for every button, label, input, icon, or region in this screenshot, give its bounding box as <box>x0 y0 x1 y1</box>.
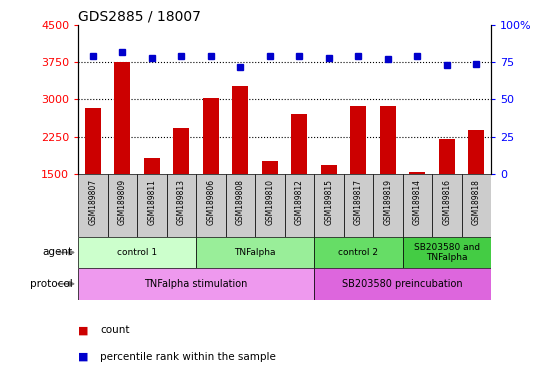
Text: ■: ■ <box>78 352 89 362</box>
Text: TNFalpha: TNFalpha <box>234 248 276 257</box>
Text: protocol: protocol <box>30 279 73 289</box>
Bar <box>144 158 160 174</box>
Bar <box>321 165 337 174</box>
Bar <box>291 114 307 174</box>
Bar <box>167 174 196 237</box>
Bar <box>173 128 190 174</box>
Bar <box>78 174 108 237</box>
Bar <box>461 174 491 237</box>
Bar <box>373 174 402 237</box>
Bar <box>314 237 402 268</box>
Text: percentile rank within the sample: percentile rank within the sample <box>100 352 276 362</box>
Bar <box>78 268 314 300</box>
Bar <box>85 108 101 174</box>
Bar <box>468 130 484 174</box>
Text: control 2: control 2 <box>338 248 378 257</box>
Bar <box>232 86 248 174</box>
Text: GSM189819: GSM189819 <box>383 179 392 225</box>
Bar <box>350 106 367 174</box>
Bar <box>114 62 131 174</box>
Bar <box>262 161 278 174</box>
Bar <box>432 174 461 237</box>
Text: GSM189809: GSM189809 <box>118 179 127 225</box>
Text: GSM189818: GSM189818 <box>472 179 481 225</box>
Text: SB203580 preincubation: SB203580 preincubation <box>342 279 463 289</box>
Text: GDS2885 / 18007: GDS2885 / 18007 <box>78 10 201 24</box>
Text: GSM189816: GSM189816 <box>442 179 451 225</box>
Text: GSM189808: GSM189808 <box>236 179 245 225</box>
Text: GSM189812: GSM189812 <box>295 179 304 225</box>
Bar <box>314 174 344 237</box>
Bar <box>225 174 255 237</box>
Text: GSM189810: GSM189810 <box>266 179 275 225</box>
Text: count: count <box>100 325 130 335</box>
Text: GSM189815: GSM189815 <box>324 179 333 225</box>
Bar <box>439 139 455 174</box>
Bar <box>344 174 373 237</box>
Text: GSM189813: GSM189813 <box>177 179 186 225</box>
Bar <box>409 172 425 174</box>
Bar <box>402 174 432 237</box>
Bar <box>314 268 491 300</box>
Bar <box>402 237 491 268</box>
Bar <box>108 174 137 237</box>
Text: GSM189814: GSM189814 <box>413 179 422 225</box>
Text: GSM189806: GSM189806 <box>206 179 215 225</box>
Text: SB203580 and
TNFalpha: SB203580 and TNFalpha <box>413 243 480 262</box>
Text: ■: ■ <box>78 325 89 335</box>
Text: GSM189817: GSM189817 <box>354 179 363 225</box>
Bar <box>196 237 314 268</box>
Bar <box>285 174 314 237</box>
Text: agent: agent <box>42 247 73 257</box>
Text: TNFalpha stimulation: TNFalpha stimulation <box>145 279 248 289</box>
Text: GSM189811: GSM189811 <box>147 179 156 225</box>
Bar <box>196 174 225 237</box>
Text: control 1: control 1 <box>117 248 157 257</box>
Bar <box>203 98 219 174</box>
Bar <box>78 237 196 268</box>
Bar <box>137 174 167 237</box>
Bar <box>379 106 396 174</box>
Bar <box>255 174 285 237</box>
Text: GSM189807: GSM189807 <box>88 179 97 225</box>
